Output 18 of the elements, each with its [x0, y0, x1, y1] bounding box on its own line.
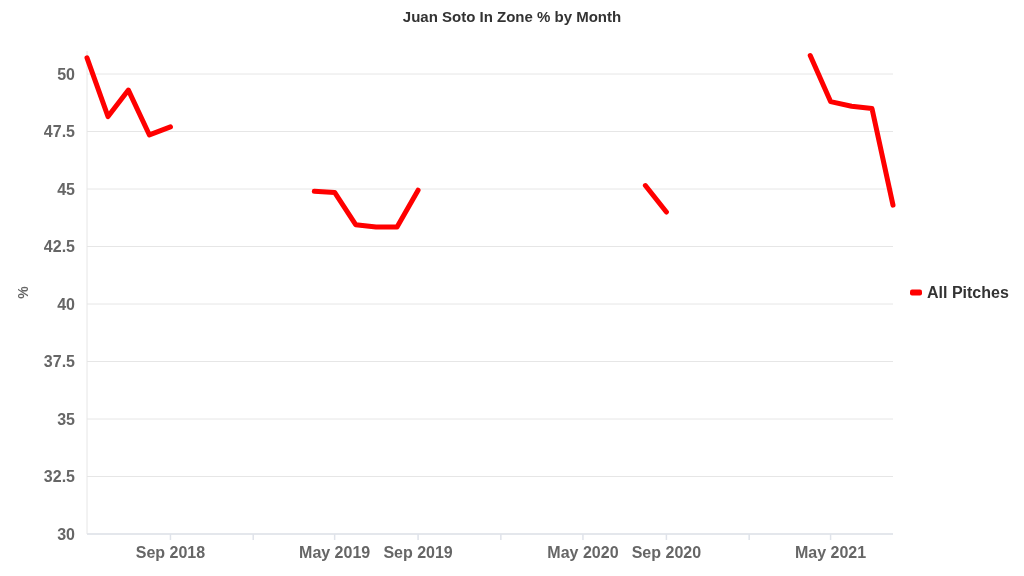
y-tick-label: 45: [57, 180, 76, 198]
x-tick-label: Sep 2018: [135, 544, 206, 561]
y-tick-label: 42.5: [43, 238, 76, 256]
y-tick-label: 50: [57, 65, 76, 83]
y-tick-label: 40: [57, 295, 76, 313]
legend-label: All Pitches: [927, 284, 1009, 302]
x-tick-label: May 2021: [795, 544, 867, 561]
x-tick-label: Sep 2020: [631, 544, 702, 561]
y-tick-label: 30: [57, 525, 76, 543]
y-tick-label: 47.5: [43, 123, 76, 141]
y-tick-label: 37.5: [43, 353, 76, 371]
y-tick-label: 32.5: [43, 468, 76, 486]
x-tick-label: May 2019: [299, 544, 371, 561]
y-tick-label: 35: [57, 410, 76, 428]
chart-title: Juan Soto In Zone % by Month: [402, 8, 622, 25]
x-tick-label: May 2020: [547, 544, 619, 561]
x-tick-label: Sep 2019: [383, 544, 453, 561]
y-axis-title: %: [15, 285, 31, 299]
